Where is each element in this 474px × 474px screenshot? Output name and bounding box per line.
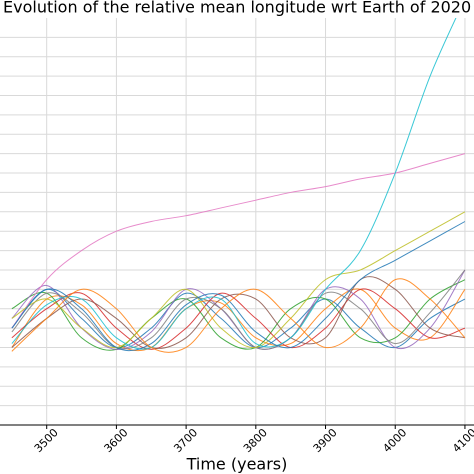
x-tick-label: 4100	[450, 426, 474, 455]
x-tick-label: 3800	[241, 426, 270, 455]
series-line	[11, 153, 466, 329]
series-line	[11, 211, 466, 349]
x-tick-label: 3600	[102, 426, 131, 455]
series-line	[11, 18, 457, 350]
series-line	[11, 288, 466, 352]
series-line	[11, 288, 466, 348]
ticks: 3500 3600 3700 3800 3900 4000 4100	[32, 425, 474, 455]
x-axis-label: Time (years)	[186, 455, 288, 474]
series-line	[11, 276, 466, 349]
series-line	[11, 288, 466, 350]
grid	[0, 18, 474, 425]
lines	[11, 18, 466, 353]
x-tick-label: 3900	[311, 426, 340, 455]
series-line	[11, 221, 466, 352]
series-line	[11, 278, 466, 353]
chart-title: Evolution of the relative mean longitude…	[3, 0, 471, 17]
x-tick-label: 4000	[380, 426, 409, 455]
x-tick-label: 3500	[32, 426, 61, 455]
series-line	[11, 279, 466, 351]
series-line	[11, 269, 466, 350]
x-tick-label: 3700	[171, 426, 200, 455]
